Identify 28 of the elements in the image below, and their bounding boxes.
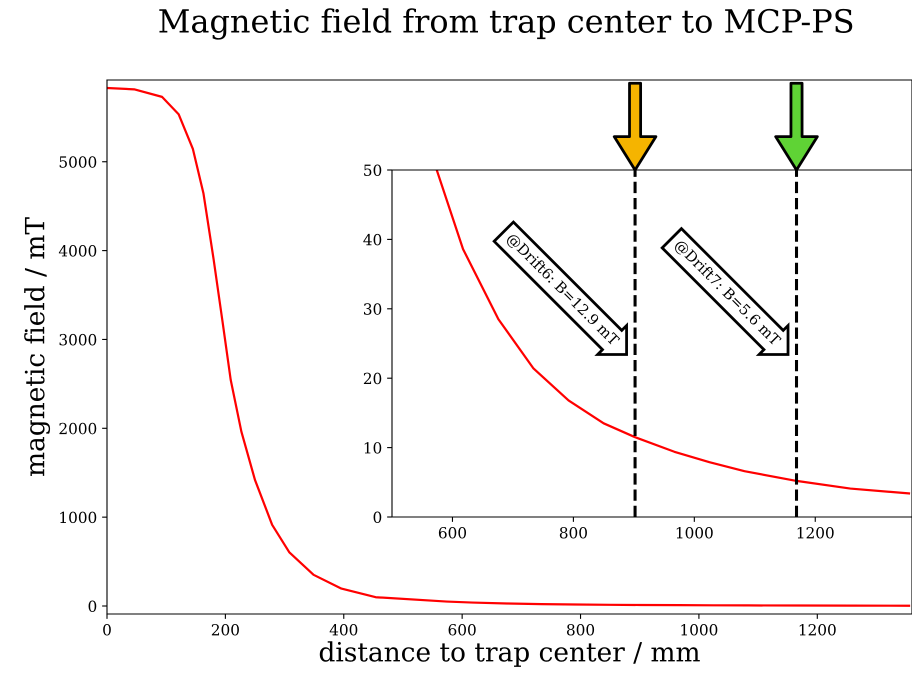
y-tick-label: 5000 bbox=[60, 156, 96, 168]
x-tick-label: 600 bbox=[448, 624, 476, 636]
x-tick-label: 0 bbox=[103, 624, 111, 636]
x-tick-label: 800 bbox=[560, 526, 587, 539]
line-series bbox=[436, 170, 910, 495]
x-tick-label: 1000 bbox=[681, 624, 718, 636]
x-tick-label: 600 bbox=[438, 526, 466, 539]
x-tick-label: 200 bbox=[212, 624, 239, 636]
x-tick-label: 1000 bbox=[676, 526, 713, 539]
y-tick-label: 0 bbox=[374, 511, 382, 524]
y-tick-label: 30 bbox=[364, 303, 382, 315]
x-tick-label: 400 bbox=[330, 624, 358, 636]
x-tick-label: 800 bbox=[566, 624, 594, 636]
x-axis-title: distance to trap center / mm bbox=[320, 641, 700, 667]
y-tick-label: 10 bbox=[364, 442, 382, 454]
y-tick-label: 0 bbox=[88, 600, 96, 612]
x-tick-label: 1200 bbox=[798, 526, 834, 539]
y-tick-label: 3000 bbox=[60, 334, 96, 346]
y-tick-label: 1000 bbox=[60, 512, 96, 524]
y-tick-label: 4000 bbox=[58, 245, 96, 257]
line-series bbox=[107, 86, 910, 607]
x-tick-label: 1200 bbox=[800, 624, 836, 636]
y-tick-label: 2000 bbox=[59, 422, 96, 434]
y-tick-label: 50 bbox=[364, 164, 382, 176]
y-tick-label: 20 bbox=[364, 372, 382, 384]
y-axis-title: magnetic field / mT bbox=[24, 217, 50, 476]
chart-title: Magnetic field from trap center to MCP-PS bbox=[159, 8, 852, 40]
y-tick-label: 40 bbox=[363, 234, 382, 246]
